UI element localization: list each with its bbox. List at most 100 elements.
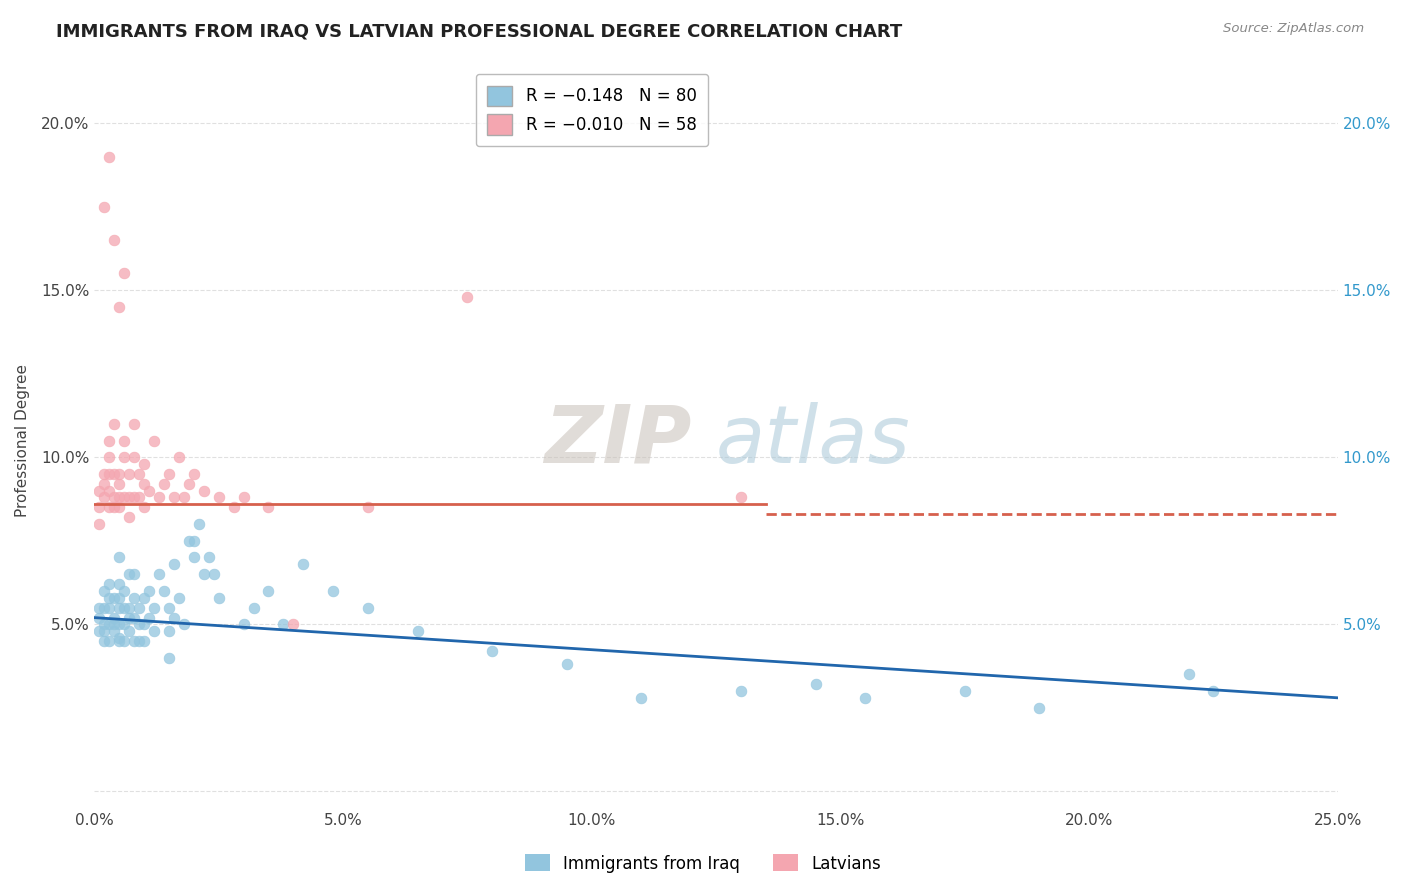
Point: [183, 467, 205, 481]
Point: [1028, 701, 1050, 715]
Point: [132, 500, 155, 515]
Point: [89, 610, 111, 624]
Point: [93, 477, 115, 491]
Point: [157, 467, 180, 481]
Point: [93, 467, 115, 481]
Point: [103, 417, 125, 431]
Point: [292, 557, 315, 571]
Point: [93, 634, 115, 648]
Point: [132, 634, 155, 648]
Y-axis label: Professional Degree: Professional Degree: [15, 364, 30, 517]
Point: [257, 583, 280, 598]
Point: [122, 417, 145, 431]
Point: [112, 491, 135, 505]
Point: [183, 533, 205, 548]
Point: [108, 477, 131, 491]
Point: [108, 300, 131, 314]
Point: [357, 600, 380, 615]
Point: [118, 467, 141, 481]
Point: [108, 491, 131, 505]
Point: [138, 483, 160, 498]
Point: [103, 233, 125, 247]
Point: [93, 200, 115, 214]
Point: [138, 610, 160, 624]
Point: [163, 610, 186, 624]
Point: [406, 624, 429, 638]
Point: [187, 517, 209, 532]
Point: [153, 583, 176, 598]
Point: [98, 634, 121, 648]
Point: [89, 517, 111, 532]
Point: [222, 500, 245, 515]
Point: [98, 149, 121, 163]
Point: [89, 500, 111, 515]
Point: [232, 491, 254, 505]
Point: [197, 550, 219, 565]
Point: [118, 567, 141, 582]
Point: [108, 631, 131, 645]
Point: [118, 610, 141, 624]
Point: [173, 491, 195, 505]
Point: [143, 434, 166, 448]
Point: [93, 491, 115, 505]
Point: [143, 600, 166, 615]
Point: [730, 491, 752, 505]
Point: [98, 500, 121, 515]
Legend: R = −0.148   N = 80, R = −0.010   N = 58: R = −0.148 N = 80, R = −0.010 N = 58: [475, 74, 709, 146]
Point: [98, 467, 121, 481]
Text: Source: ZipAtlas.com: Source: ZipAtlas.com: [1223, 22, 1364, 36]
Point: [93, 617, 115, 632]
Point: [138, 583, 160, 598]
Point: [1202, 684, 1225, 698]
Point: [108, 550, 131, 565]
Point: [157, 600, 180, 615]
Point: [112, 450, 135, 465]
Point: [208, 491, 231, 505]
Point: [183, 550, 205, 565]
Point: [153, 477, 176, 491]
Point: [157, 624, 180, 638]
Point: [456, 290, 478, 304]
Point: [630, 690, 652, 705]
Point: [132, 477, 155, 491]
Point: [98, 577, 121, 591]
Point: [98, 434, 121, 448]
Point: [132, 617, 155, 632]
Point: [804, 677, 827, 691]
Point: [357, 500, 380, 515]
Point: [103, 491, 125, 505]
Point: [322, 583, 344, 598]
Point: [112, 434, 135, 448]
Point: [112, 617, 135, 632]
Point: [98, 591, 121, 605]
Point: [108, 577, 131, 591]
Point: [730, 684, 752, 698]
Point: [128, 467, 150, 481]
Point: [112, 600, 135, 615]
Point: [143, 624, 166, 638]
Point: [122, 491, 145, 505]
Point: [177, 533, 200, 548]
Point: [122, 450, 145, 465]
Point: [555, 657, 578, 672]
Point: [103, 617, 125, 632]
Text: ZIP: ZIP: [544, 401, 692, 480]
Point: [177, 477, 200, 491]
Point: [108, 617, 131, 632]
Point: [157, 650, 180, 665]
Point: [173, 617, 195, 632]
Point: [163, 557, 186, 571]
Legend: Immigrants from Iraq, Latvians: Immigrants from Iraq, Latvians: [517, 847, 889, 880]
Point: [89, 624, 111, 638]
Point: [118, 510, 141, 524]
Point: [1177, 667, 1199, 681]
Point: [242, 600, 264, 615]
Point: [108, 467, 131, 481]
Point: [232, 617, 254, 632]
Point: [481, 644, 503, 658]
Point: [93, 600, 115, 615]
Point: [208, 591, 231, 605]
Point: [93, 583, 115, 598]
Point: [122, 567, 145, 582]
Point: [193, 567, 215, 582]
